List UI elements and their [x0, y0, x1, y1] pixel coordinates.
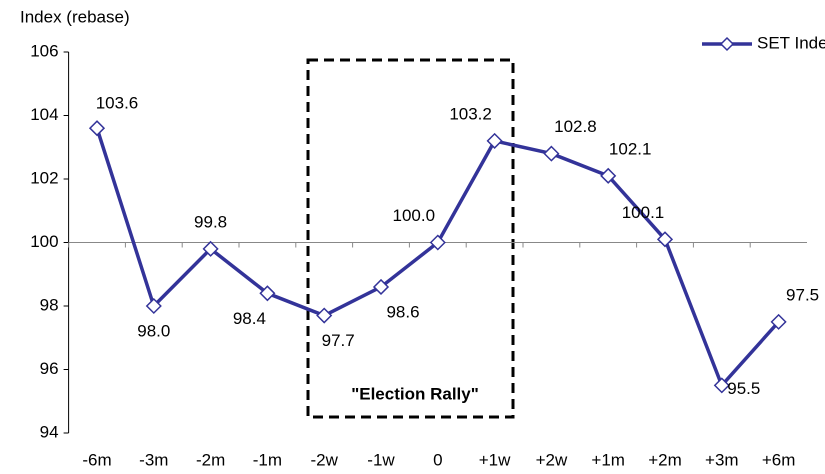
x-tick-label: +2m: [648, 450, 682, 469]
data-label: 98.4: [233, 309, 266, 328]
data-label: 100.0: [393, 206, 436, 225]
series-line: [95, 127, 780, 389]
x-tick-label: +3m: [705, 450, 739, 469]
data-label: 98.6: [386, 302, 419, 321]
x-tick-label: -2m: [196, 450, 225, 469]
legend-label: SET Index: [757, 33, 825, 52]
x-tick-label: -1w: [367, 450, 395, 469]
y-tick-label: 94: [40, 422, 59, 441]
point: [316, 307, 333, 324]
data-label: 103.2: [449, 104, 492, 123]
data-label: 102.1: [609, 139, 652, 158]
data-label: 103.6: [96, 94, 139, 113]
point: [88, 120, 106, 137]
x-tick-label: -6m: [82, 450, 111, 469]
x-tick-label: +1m: [591, 450, 625, 469]
point: [600, 167, 617, 184]
x-tick-label: -2w: [310, 450, 338, 469]
x-tick-label: +6m: [762, 450, 796, 469]
point: [429, 234, 446, 251]
data-label: 97.7: [322, 331, 355, 350]
point: [543, 145, 560, 162]
point: [713, 377, 730, 394]
data-label: 99.8: [194, 212, 227, 231]
y-axis-label: Index (rebase): [20, 7, 130, 26]
annotation: "Election Rally": [351, 384, 479, 403]
x-tick-label: -1m: [253, 450, 282, 469]
point: [770, 313, 787, 330]
y-tick-label: 96: [40, 359, 59, 378]
data-label: 98.0: [137, 321, 170, 340]
point: [145, 297, 162, 315]
data-label: 97.5: [786, 285, 819, 304]
y-tick-label: 106: [30, 41, 58, 60]
y-tick-label: 102: [30, 168, 58, 187]
y-tick-label: 98: [40, 295, 59, 314]
point: [372, 278, 390, 296]
x-tick-label: -3m: [139, 450, 168, 469]
point: [486, 132, 503, 149]
point: [259, 285, 276, 302]
y-tick-label: 100: [30, 232, 58, 251]
point: [202, 240, 219, 257]
y-tick-label: 104: [30, 105, 58, 124]
data-label: 102.8: [554, 117, 597, 136]
x-tick-label: 0: [433, 450, 442, 469]
data-label: 100.1: [622, 203, 665, 222]
annotation-box: [306, 58, 515, 419]
point: [656, 231, 674, 248]
data-label: 95.5: [727, 379, 760, 398]
legend-marker: [719, 36, 735, 52]
x-tick-label: +2w: [536, 450, 568, 469]
x-tick-label: +1w: [479, 450, 511, 469]
